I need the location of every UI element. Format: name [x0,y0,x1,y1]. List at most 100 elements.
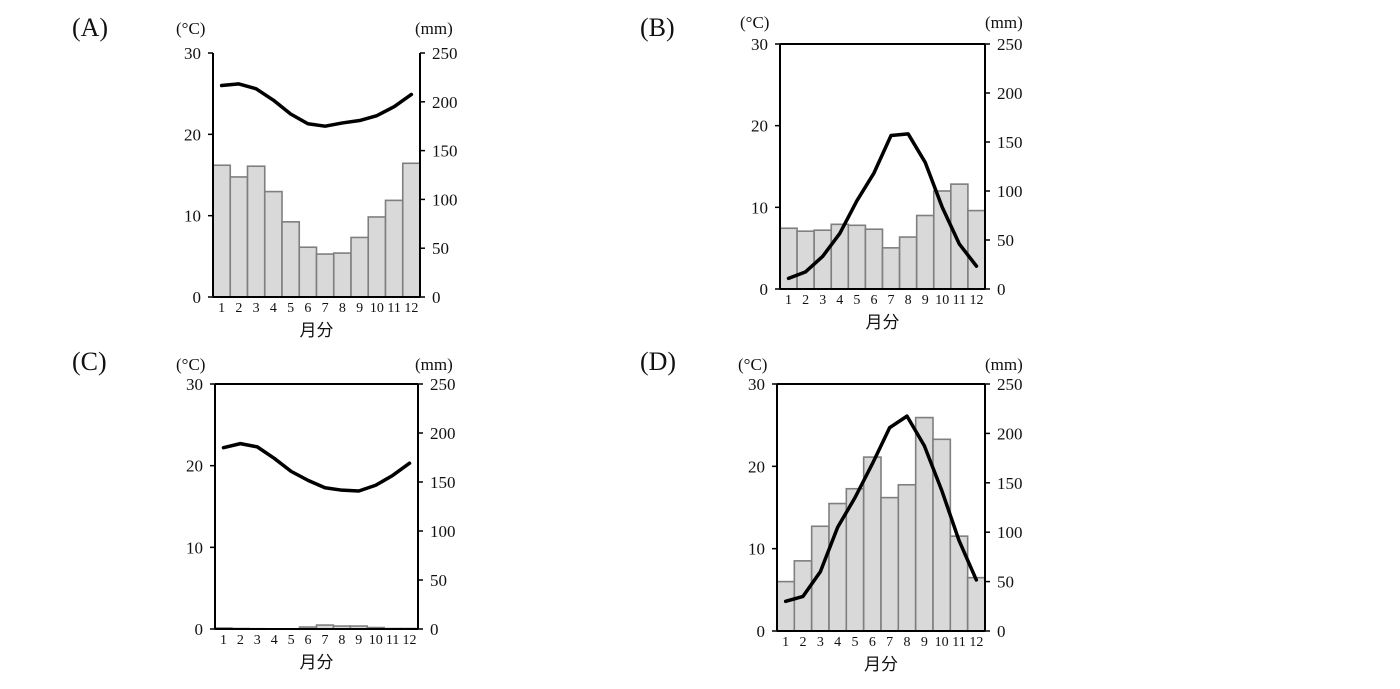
right-tick-label: 100 [997,182,1023,201]
month-tick-label: 2 [802,293,809,308]
right-tick-label: 100 [430,522,456,541]
month-tick-label: 3 [253,301,260,316]
left-tick-label: 20 [751,117,768,136]
temperature-line [786,132,979,281]
precip-bar [862,456,882,632]
month-tick-label: 1 [782,635,789,650]
precip-bar [847,224,867,290]
left-tick-label: 30 [748,375,765,394]
left-unit-label: (°C) [176,19,205,38]
month-tick-label: 8 [338,633,345,648]
right-tick-label: 250 [430,375,456,394]
right-tick-label: 200 [997,424,1023,443]
month-tick-label: 3 [254,633,261,648]
month-tick-label: 11 [387,301,400,316]
right-tick-label: 50 [430,571,447,590]
month-tick-label: 9 [922,293,929,308]
precip-bar [880,496,900,632]
x-axis-label: 月分 [864,655,898,675]
month-tick-label: 6 [870,293,877,308]
month-tick-label: 4 [836,293,843,308]
month-tick-label: 12 [969,293,983,308]
month-tick-label: 5 [287,301,294,316]
month-tick-label: 8 [339,301,346,316]
left-tick-label: 10 [751,198,768,217]
precip-bar [401,162,421,298]
precip-bar [384,199,404,298]
month-tick-label: 4 [270,301,277,316]
temperature-line [221,441,412,493]
temperature-line [783,414,979,604]
left-tick-label: 20 [186,457,203,476]
month-tick-label: 10 [935,635,949,650]
precip-bar [967,209,986,290]
month-tick-label: 5 [853,293,860,308]
left-tick-label: 0 [757,622,766,641]
month-tick-label: 12 [404,301,418,316]
month-tick-label: 11 [952,635,965,650]
left-unit-label: (°C) [176,355,205,374]
right-tick-label: 100 [432,190,458,209]
month-tick-label: 2 [800,635,807,650]
precip-bar [332,252,352,298]
month-tick-label: 3 [817,635,824,650]
right-unit-label: (mm) [415,355,453,374]
right-tick-label: 0 [997,622,1006,641]
right-tick-label: 200 [432,93,458,112]
month-tick-label: 1 [218,301,225,316]
right-tick-label: 250 [997,375,1023,394]
month-tick-label: 11 [386,633,399,648]
precip-bar [315,253,335,298]
panel-letter: (C) [72,347,107,376]
precip-bar [298,246,318,298]
month-tick-label: 7 [888,293,895,308]
left-tick-label: 10 [748,540,765,559]
right-tick-label: 250 [432,44,458,63]
x-axis-label: 月分 [300,321,334,341]
month-tick-label: 4 [834,635,841,650]
left-tick-label: 30 [186,375,203,394]
left-tick-label: 20 [748,457,765,476]
right-tick-label: 0 [430,620,439,639]
precip-bar [246,165,266,298]
month-tick-label: 10 [935,293,949,308]
month-tick-label: 4 [271,633,278,648]
x-axis-label: 月分 [866,313,900,333]
precip-bar [966,576,986,632]
precip-bar [881,247,901,290]
left-tick-label: 10 [184,207,201,226]
panel-letter: (A) [72,13,108,42]
left-tick-label: 30 [184,44,201,63]
right-tick-label: 50 [432,239,449,258]
precip-bar [915,214,935,290]
left-tick-label: 20 [184,125,201,144]
month-tick-label: 2 [235,301,242,316]
right-tick-label: 50 [997,231,1014,250]
month-tick-label: 10 [369,633,383,648]
right-unit-label: (mm) [415,19,453,38]
month-tick-label: 3 [819,293,826,308]
month-tick-label: 12 [969,635,983,650]
month-tick-label: 6 [304,301,311,316]
month-tick-label: 9 [355,633,362,648]
right-tick-label: 200 [997,84,1023,103]
precip-bar [828,502,848,632]
precip-bar [864,228,884,290]
right-tick-label: 0 [997,280,1006,299]
right-unit-label: (mm) [985,13,1023,32]
month-tick-label: 6 [305,633,312,648]
left-tick-label: 10 [186,538,203,557]
precip-bar [212,164,232,298]
precip-bar [898,236,918,290]
month-tick-label: 12 [403,633,417,648]
panel-letter: (B) [640,13,675,42]
precip-bar [950,183,969,290]
right-tick-label: 150 [997,474,1023,493]
month-tick-label: 7 [322,301,329,316]
month-tick-label: 6 [869,635,876,650]
precip-bar [897,483,917,632]
